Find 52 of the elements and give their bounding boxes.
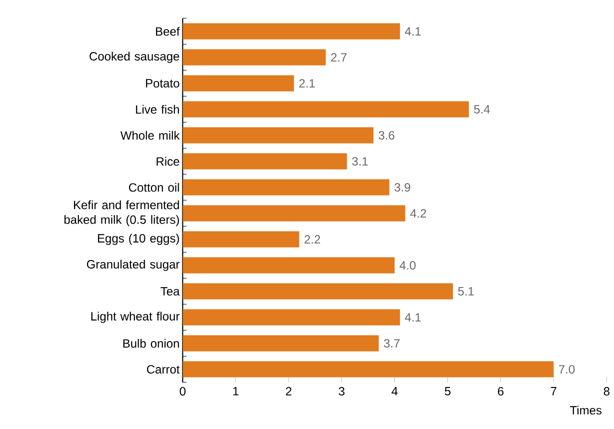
bar (182, 361, 554, 378)
bar (182, 309, 400, 326)
data-label: 4.1 (404, 313, 421, 322)
bar (182, 127, 374, 144)
x-tick-label: 1 (233, 387, 238, 396)
bar (182, 75, 294, 92)
x-tick-label: 7 (550, 387, 556, 396)
data-label: 2.1 (299, 79, 315, 88)
x-tick-label: 8 (604, 387, 610, 396)
y-tick-label: Granulated sugar (86, 260, 180, 271)
bar (182, 49, 326, 66)
y-tick-label: Cooked sausage (90, 52, 180, 63)
y-tick-label: Tea (160, 287, 180, 296)
y-tick-label: Cotton oil (128, 182, 179, 192)
bar (182, 283, 453, 300)
data-label: 7.0 (558, 365, 575, 374)
data-label: 4.1 (404, 27, 421, 36)
data-label: 4.0 (400, 261, 416, 270)
bar (182, 179, 390, 196)
y-tick-label: Potato (146, 79, 180, 88)
data-label: 3.7 (384, 339, 400, 348)
y-tick-label: Whole milk (120, 130, 180, 140)
data-label: 5.4 (474, 105, 490, 114)
data-label: 3.1 (352, 157, 368, 166)
data-label: 3.6 (378, 131, 394, 140)
bar (182, 231, 300, 248)
y-tick-label: Light wheat flour (91, 312, 180, 323)
data-label: 3.9 (394, 183, 410, 192)
y-tick-label: Bulb onion (123, 338, 179, 348)
y-tick-label: Beef (156, 26, 180, 36)
data-label: 2.7 (331, 53, 347, 62)
x-axis-title: Times (570, 406, 602, 415)
bar (182, 153, 347, 170)
data-label: 4.2 (410, 209, 426, 218)
x-tick-label: 0 (180, 387, 186, 396)
bar (182, 205, 406, 222)
x-tick-label: 2 (286, 387, 292, 396)
x-tick-label: 6 (498, 387, 504, 396)
x-tick-label: 4 (392, 387, 398, 396)
x-tick-label: 5 (444, 387, 450, 396)
bar (182, 23, 400, 40)
data-label: 5.1 (458, 287, 474, 296)
y-tick-label: Rice (156, 156, 180, 166)
y-tick-label: Kefir and fermented baked milk (0.5 liters) (64, 200, 179, 226)
x-tick-label: 3 (338, 387, 344, 396)
data-label: 2.2 (304, 235, 320, 244)
bar (182, 257, 395, 274)
y-tick-label: Live fish (136, 104, 179, 114)
y-tick-label: Carrot (147, 365, 180, 374)
bar (182, 101, 469, 118)
y-tick-label: Eggs (10 eggs) (98, 234, 179, 245)
bar (182, 335, 379, 352)
